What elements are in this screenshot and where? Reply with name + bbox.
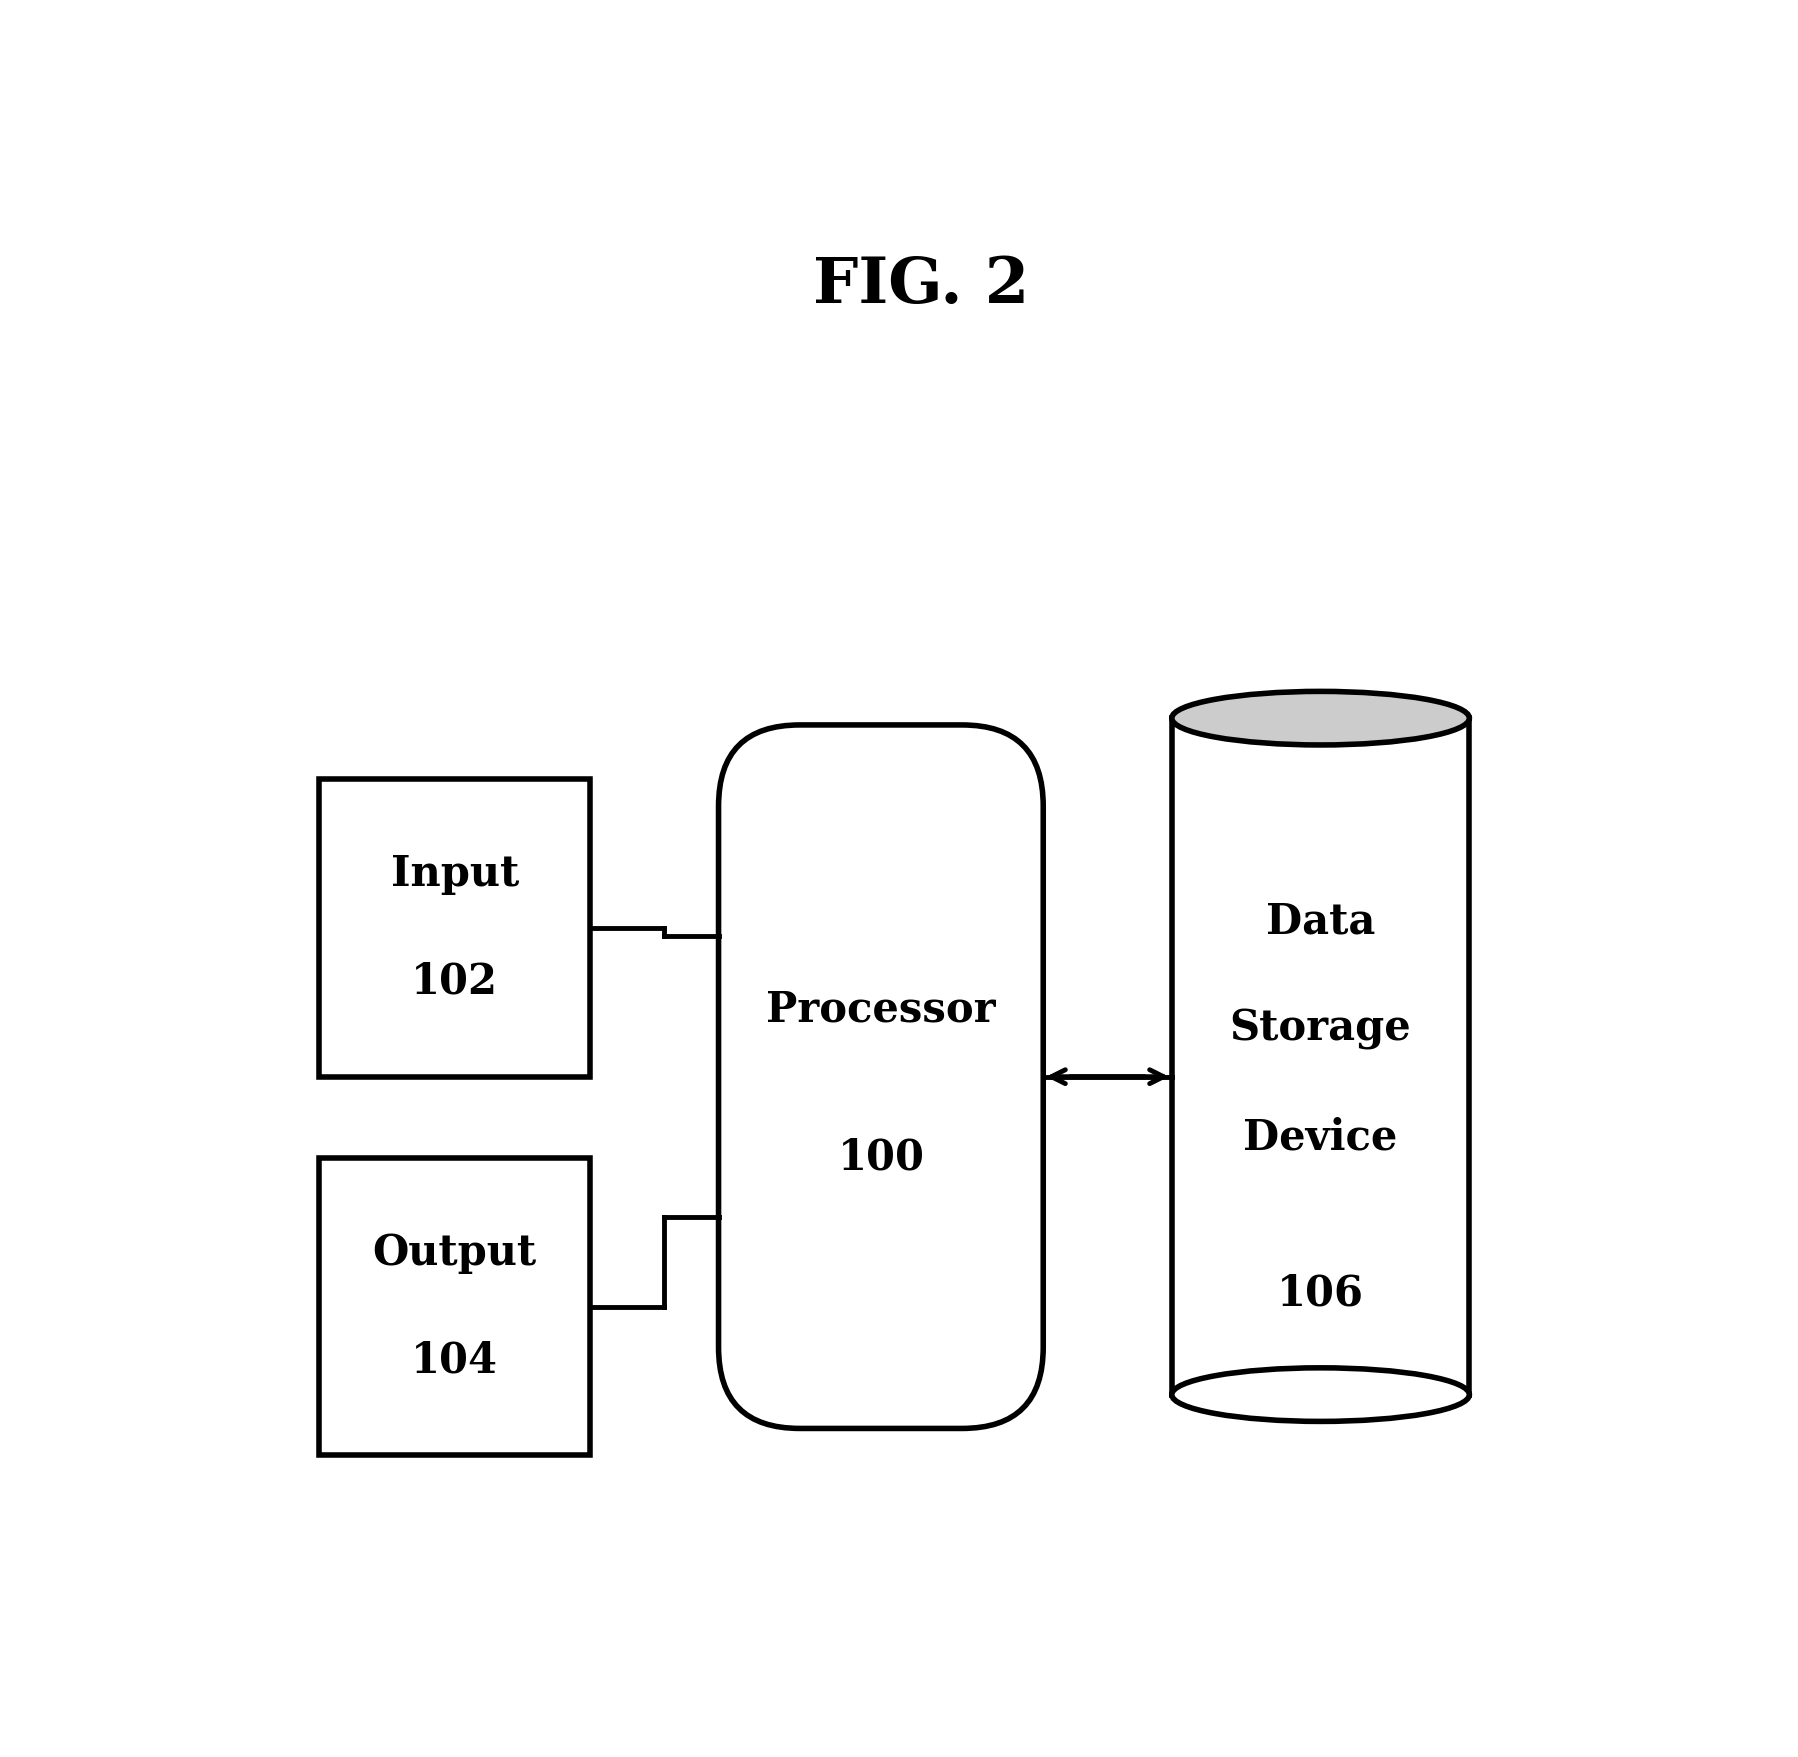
Text: Output: Output bbox=[372, 1232, 538, 1274]
Text: FIG. 2: FIG. 2 bbox=[813, 255, 1030, 316]
FancyBboxPatch shape bbox=[320, 778, 590, 1077]
Text: Data: Data bbox=[1266, 900, 1375, 942]
Text: 106: 106 bbox=[1277, 1272, 1365, 1314]
Text: 102: 102 bbox=[412, 961, 498, 1003]
Text: Storage: Storage bbox=[1230, 1009, 1411, 1051]
Text: Processor: Processor bbox=[766, 987, 996, 1030]
Text: 100: 100 bbox=[838, 1137, 924, 1179]
Text: Device: Device bbox=[1244, 1116, 1397, 1158]
Ellipse shape bbox=[1172, 1369, 1469, 1421]
FancyBboxPatch shape bbox=[719, 726, 1043, 1428]
Text: 104: 104 bbox=[412, 1341, 498, 1381]
Bar bbox=[1172, 719, 1469, 1395]
FancyBboxPatch shape bbox=[320, 1158, 590, 1455]
Ellipse shape bbox=[1172, 692, 1469, 745]
Text: Input: Input bbox=[390, 852, 520, 894]
